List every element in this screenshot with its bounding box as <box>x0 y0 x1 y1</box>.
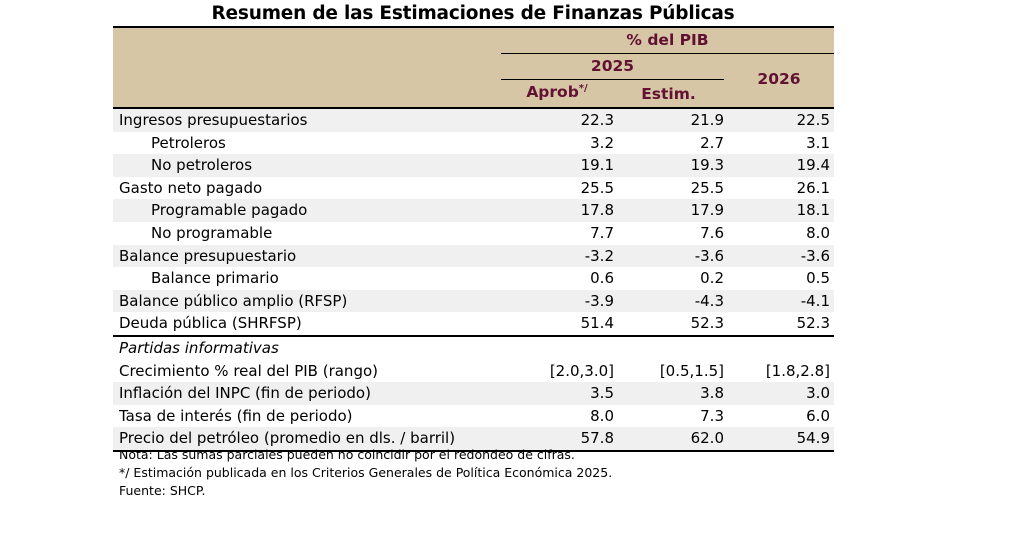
cell-v2: 2.7 <box>700 133 724 152</box>
cell-v3: -4.1 <box>800 291 830 310</box>
cell-v1: 3.5 <box>590 384 614 403</box>
table-row: Crecimiento % real del PIB (rango) [2.0,3… <box>113 360 834 383</box>
row-label: Gasto neto pagado <box>119 178 263 197</box>
cell-v3: 54.9 <box>796 429 830 448</box>
cell-v3: 8.0 <box>806 223 830 242</box>
table-row: Programable pagado 17.8 17.9 18.1 <box>113 199 834 222</box>
table-row: No programable 7.7 7.6 8.0 <box>113 222 834 245</box>
finance-table: % del PIB 2025 Aprob*/ Estim. 2026 Ingre… <box>113 26 834 452</box>
cell-v3: 3.1 <box>806 133 830 152</box>
cell-v1: -3.9 <box>584 291 614 310</box>
cell-v3: -3.6 <box>800 246 830 265</box>
cell-v1: -3.2 <box>584 246 614 265</box>
cell-v2: 19.3 <box>690 156 724 175</box>
table-row: Ingresos presupuestarios 22.3 21.9 22.5 <box>113 109 834 132</box>
row-label: Petroleros <box>151 133 226 152</box>
cell-v3: 6.0 <box>806 406 830 425</box>
cell-v2: 7.6 <box>700 223 724 242</box>
cell-v2: 21.9 <box>690 111 724 129</box>
row-label: Precio del petróleo (promedio en dls. / … <box>119 429 456 448</box>
table-notes: Nota: Las sumas parciales pueden no coin… <box>119 446 612 500</box>
cell-v3: 3.0 <box>806 384 830 403</box>
cell-v2: -4.3 <box>694 291 724 310</box>
cell-v2: -3.6 <box>694 246 724 265</box>
cell-v2: 0.2 <box>700 269 724 288</box>
row-label: No programable <box>151 223 273 242</box>
cell-v2: 25.5 <box>690 178 724 197</box>
row-label: Programable pagado <box>151 201 308 220</box>
table-bottom-border <box>113 449 834 452</box>
note-rounding: Nota: Las sumas parciales pueden no coin… <box>119 447 575 462</box>
cell-v1: 3.2 <box>590 133 614 152</box>
cell-v3: 52.3 <box>796 314 830 333</box>
table-row: Tasa de interés (fin de periodo) 8.0 7.3 6.… <box>113 405 834 428</box>
header-year-2025: 2025 <box>590 57 635 75</box>
row-label: Deuda pública (SHRFSP) <box>119 314 302 333</box>
cell-v2: 3.8 <box>700 384 724 403</box>
note-estimation: */ Estimación publicada en los Criterios… <box>119 465 613 480</box>
informative-heading-row: Partidas informativas <box>113 337 834 360</box>
table-row: Inflación del INPC (fin de periodo) 3.5 3.… <box>113 382 834 405</box>
table-title: Resumen de las Estimaciones de Finanzas … <box>211 3 735 24</box>
cell-v3: 0.5 <box>806 269 830 288</box>
cell-v3: 26.1 <box>796 178 830 197</box>
table-row: Balance primario 0.6 0.2 0.5 <box>113 267 834 290</box>
cell-v2: 7.3 <box>700 406 724 425</box>
row-label: No petroleros <box>151 156 253 175</box>
cell-v2: 17.9 <box>690 201 724 220</box>
table-row: No petroleros 19.1 19.3 19.4 <box>113 154 834 177</box>
informative-heading: Partidas informativas <box>119 338 279 357</box>
header-col-estim: Estim. <box>641 85 696 103</box>
row-label: Tasa de interés (fin de periodo) <box>119 406 353 425</box>
cell-v1: 57.8 <box>580 429 614 448</box>
header-year-2026: 2026 <box>757 70 801 88</box>
cell-v2: [0.5,1.5] <box>659 361 724 380</box>
row-label: Ingresos presupuestarios <box>119 111 308 129</box>
cell-v2: 62.0 <box>690 429 724 448</box>
row-label: Balance primario <box>151 269 279 288</box>
table-row: Deuda pública (SHRFSP) 51.4 52.3 52.3 <box>113 312 834 335</box>
cell-v1: 0.6 <box>590 269 614 288</box>
cell-v1: 25.5 <box>580 178 614 197</box>
header-col-aprob: Aprob*/ <box>501 83 613 101</box>
section-divider <box>113 334 834 337</box>
header-col-aprob-label: Aprob <box>526 83 579 102</box>
row-label: Inflación del INPC (fin de periodo) <box>119 384 371 403</box>
cell-v1: 51.4 <box>580 314 614 333</box>
cell-v1: 17.8 <box>580 201 614 220</box>
table-header: % del PIB 2025 Aprob*/ Estim. 2026 <box>113 26 834 109</box>
cell-v1: 22.3 <box>580 111 614 129</box>
cell-v1: 19.1 <box>580 156 614 175</box>
row-label: Crecimiento % real del PIB (rango) <box>119 361 378 380</box>
cell-v1: 8.0 <box>590 406 614 425</box>
row-label: Balance público amplio (RFSP) <box>119 291 348 310</box>
table-row: Petroleros 3.2 2.7 3.1 <box>113 132 834 155</box>
row-label: Balance presupuestario <box>119 246 297 265</box>
table-row: Precio del petróleo (promedio en dls. / … <box>113 427 834 450</box>
cell-v2: 52.3 <box>690 314 724 333</box>
note-source: Fuente: SHCP. <box>119 483 206 498</box>
cell-v3: 18.1 <box>796 201 830 220</box>
cell-v3: [1.8,2.8] <box>765 361 830 380</box>
table-row: Balance público amplio (RFSP) -3.9 -4.3 -4.… <box>113 289 834 313</box>
table-row: Gasto neto pagado 25.5 25.5 26.1 <box>113 177 834 200</box>
cell-v1: 7.7 <box>590 223 614 242</box>
header-col-aprob-mark: */ <box>578 83 588 94</box>
cell-v3: 22.5 <box>796 111 830 129</box>
cell-v3: 19.4 <box>796 156 830 175</box>
cell-v1: [2.0,3.0] <box>549 361 614 380</box>
table-row: Balance presupuestario -3.2 -3.6 -3.6 <box>113 244 834 268</box>
header-group-pib: % del PIB <box>626 31 709 49</box>
